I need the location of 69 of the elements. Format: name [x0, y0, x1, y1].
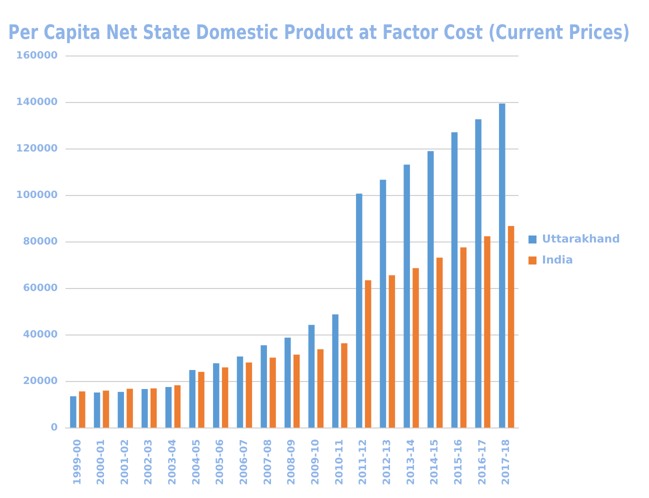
x-tick-label: 2013-14	[406, 439, 417, 486]
x-tick-label: 2008-09	[286, 439, 298, 486]
bar	[102, 390, 110, 428]
y-tick-label: 40000	[22, 330, 58, 341]
x-tick-label: 2003-04	[168, 439, 179, 486]
x-tick-label: 2016-17	[477, 439, 488, 486]
x-tick-label: 2017-18	[501, 439, 512, 486]
x-tick-label: 2014-15	[430, 439, 441, 486]
x-tick-label: 2001-02	[120, 439, 131, 486]
bar	[246, 362, 252, 428]
bar	[412, 268, 419, 428]
y-tick-label: 160000	[16, 50, 58, 62]
bar	[213, 363, 220, 428]
x-tick-label: 2004-05	[191, 439, 202, 486]
x-tick-label: 2007-08	[262, 439, 274, 486]
bar	[174, 385, 181, 428]
x-tick-label: 2002-03	[144, 439, 155, 486]
bar	[460, 247, 467, 428]
x-tick-label: 1999-00	[72, 439, 84, 486]
bar	[436, 258, 443, 428]
bar	[270, 358, 276, 428]
y-tick-label: 0	[50, 422, 58, 434]
bar	[222, 367, 228, 428]
bar	[70, 396, 76, 428]
bar	[404, 164, 410, 428]
bar	[142, 389, 148, 428]
y-tick-label: 120000	[16, 144, 58, 155]
bar	[364, 280, 372, 428]
x-tick-label: 2000-01	[96, 439, 108, 486]
x-tick-label: 2005-06	[215, 439, 226, 486]
bar	[260, 345, 267, 428]
bar	[189, 370, 196, 428]
bar	[118, 392, 124, 428]
x-tick-label: 2011-12	[358, 439, 370, 486]
x-tick-label: 2015-16	[454, 439, 465, 486]
bar	[484, 236, 490, 428]
y-tick-label: 60000	[22, 283, 58, 294]
y-tick-label: 20000	[22, 376, 58, 388]
bar	[380, 180, 386, 428]
x-tick-label: 2009-10	[310, 439, 322, 486]
y-tick-label: 140000	[16, 97, 58, 108]
bar	[308, 324, 315, 428]
y-tick-label: 100000	[16, 190, 58, 202]
bar	[284, 338, 291, 428]
y-tick-label: 80000	[22, 236, 58, 248]
legend-label: India	[542, 253, 574, 266]
bar	[508, 226, 514, 428]
bar	[165, 386, 172, 428]
chart-title: Per Capita Net State Domestic Product at Factor Cost (Current Prices)	[8, 21, 630, 45]
bar	[150, 388, 157, 428]
bar	[198, 372, 204, 428]
bar	[498, 103, 506, 428]
x-tick-label: 2010-11	[334, 439, 346, 486]
bar	[94, 392, 100, 428]
bar	[236, 356, 244, 428]
bar	[79, 391, 86, 428]
legend-label: Uttarakhand	[542, 232, 620, 246]
bar	[293, 354, 300, 428]
bar	[428, 151, 434, 428]
bar	[451, 132, 458, 428]
bar	[317, 349, 324, 428]
bar	[388, 275, 396, 428]
bar	[332, 314, 338, 428]
bar	[341, 343, 348, 428]
x-tick-label: 2012-13	[382, 439, 394, 486]
bar	[126, 388, 133, 428]
bar	[475, 119, 482, 428]
bar	[356, 194, 362, 428]
x-tick-label: 2006-07	[239, 439, 250, 486]
